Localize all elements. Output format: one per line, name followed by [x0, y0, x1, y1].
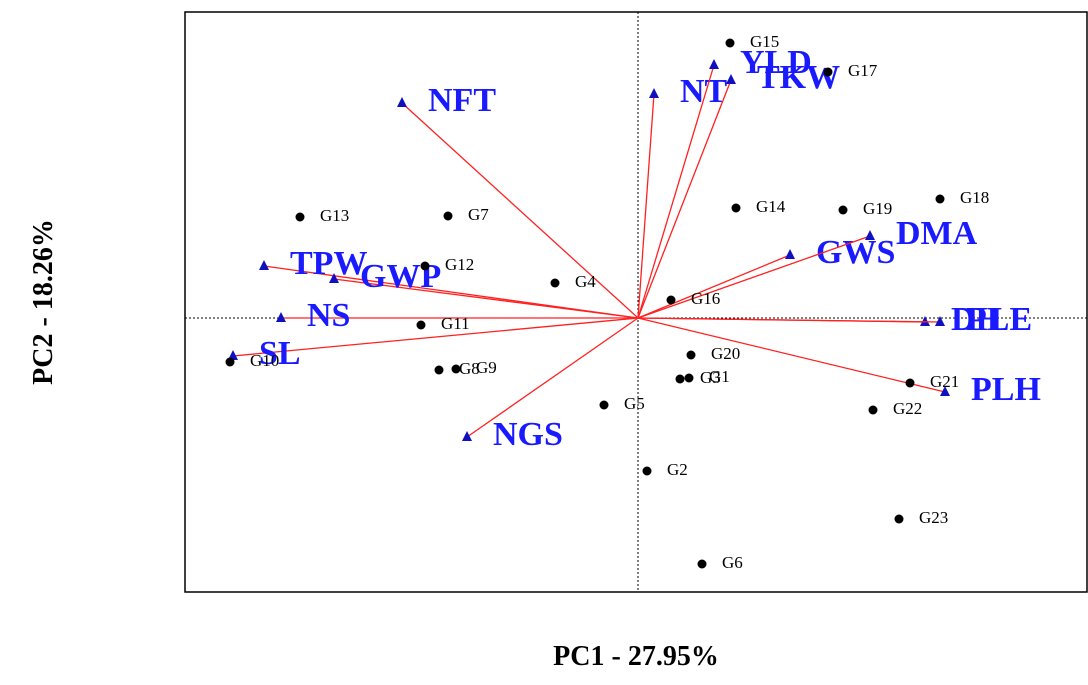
loading-vector [637, 254, 791, 319]
point-label: G21 [930, 372, 959, 391]
vector-marker [940, 386, 950, 396]
point-label: G19 [863, 199, 892, 218]
vector-label: NGS [493, 416, 563, 453]
vector-marker [259, 260, 269, 270]
vector-label: TKW [757, 59, 840, 96]
point-label: G5 [624, 394, 645, 413]
vector-marker [397, 97, 407, 107]
plot-frame [184, 11, 1088, 593]
loading-vector [637, 64, 715, 319]
vector-marker [920, 316, 930, 326]
point-label: G6 [722, 553, 743, 572]
genotype-point [823, 67, 833, 77]
genotype-point [725, 38, 735, 48]
point-label: G7 [468, 205, 489, 224]
point-label: G10 [250, 351, 279, 370]
genotype-point [731, 203, 741, 213]
vector-marker [462, 431, 472, 441]
vector-marker [649, 88, 659, 98]
genotype-point [225, 357, 235, 367]
loading-vector [637, 235, 871, 319]
genotype-point [666, 295, 676, 305]
genotype-point [905, 378, 915, 388]
vector-marker [276, 312, 286, 322]
genotype-point [675, 374, 685, 384]
vector-marker [228, 350, 238, 360]
genotype-point [868, 405, 878, 415]
loading-vector [232, 317, 639, 357]
genotype-point [894, 514, 904, 524]
genotype-point [684, 373, 694, 383]
point-label: G13 [320, 206, 349, 225]
genotype-point [697, 559, 707, 569]
vector-marker [935, 316, 945, 326]
genotype-point [434, 365, 444, 375]
genotype-point [451, 364, 461, 374]
genotype-point [599, 400, 609, 410]
genotype-point [642, 466, 652, 476]
point-label: G15 [750, 32, 779, 51]
vector-marker [785, 249, 795, 259]
point-label: G23 [919, 508, 948, 527]
vector-label: PLH [971, 371, 1041, 408]
genotype-point [838, 205, 848, 215]
vector-label: NFT [428, 82, 496, 119]
vector-label: YLD [740, 44, 812, 81]
vector-label: TPW [290, 245, 367, 282]
vector-label: NT [680, 73, 728, 110]
x-axis-label: PC1 - 27.95% [553, 641, 719, 672]
loading-vector [263, 265, 639, 319]
genotype-point [416, 320, 426, 330]
loading-vector [637, 79, 732, 319]
genotype-point [295, 212, 305, 222]
point-label: G11 [441, 314, 470, 333]
vector-label: DH [951, 301, 1002, 338]
genotype-point [935, 194, 945, 204]
vector-marker [865, 230, 875, 240]
point-label: G1 [709, 367, 730, 386]
vector-label: PLE [966, 301, 1032, 338]
point-label: G9 [476, 358, 497, 377]
point-label: G22 [893, 399, 922, 418]
vector-label: NS [307, 297, 350, 334]
vector-label: DMA [896, 215, 978, 252]
vector-label: GWP [360, 258, 441, 295]
loading-vector [637, 317, 941, 323]
point-label: G8 [459, 359, 480, 378]
point-label: G16 [691, 289, 720, 308]
loading-vector [466, 317, 639, 438]
point-label: G3 [700, 368, 721, 387]
vector-label: GWS [816, 234, 895, 271]
point-label: G12 [445, 255, 474, 274]
point-label: G18 [960, 188, 989, 207]
point-label: G17 [848, 61, 878, 80]
loading-vector [333, 278, 639, 319]
genotype-point [420, 261, 430, 271]
genotype-point [550, 278, 560, 288]
vector-marker [329, 273, 339, 283]
point-label: G4 [575, 272, 596, 291]
loading-vector [637, 317, 946, 393]
vector-marker [726, 74, 736, 84]
loading-vector [637, 93, 655, 319]
vector-marker [709, 59, 719, 69]
genotype-point [686, 350, 696, 360]
point-label: G14 [756, 197, 786, 216]
loading-vector [401, 102, 639, 319]
vector-label: SL [259, 335, 301, 372]
point-label: G20 [711, 344, 740, 363]
point-label: G2 [667, 460, 688, 479]
genotype-point [443, 211, 453, 221]
y-axis-label: PC2 - 18.26% [28, 219, 59, 385]
